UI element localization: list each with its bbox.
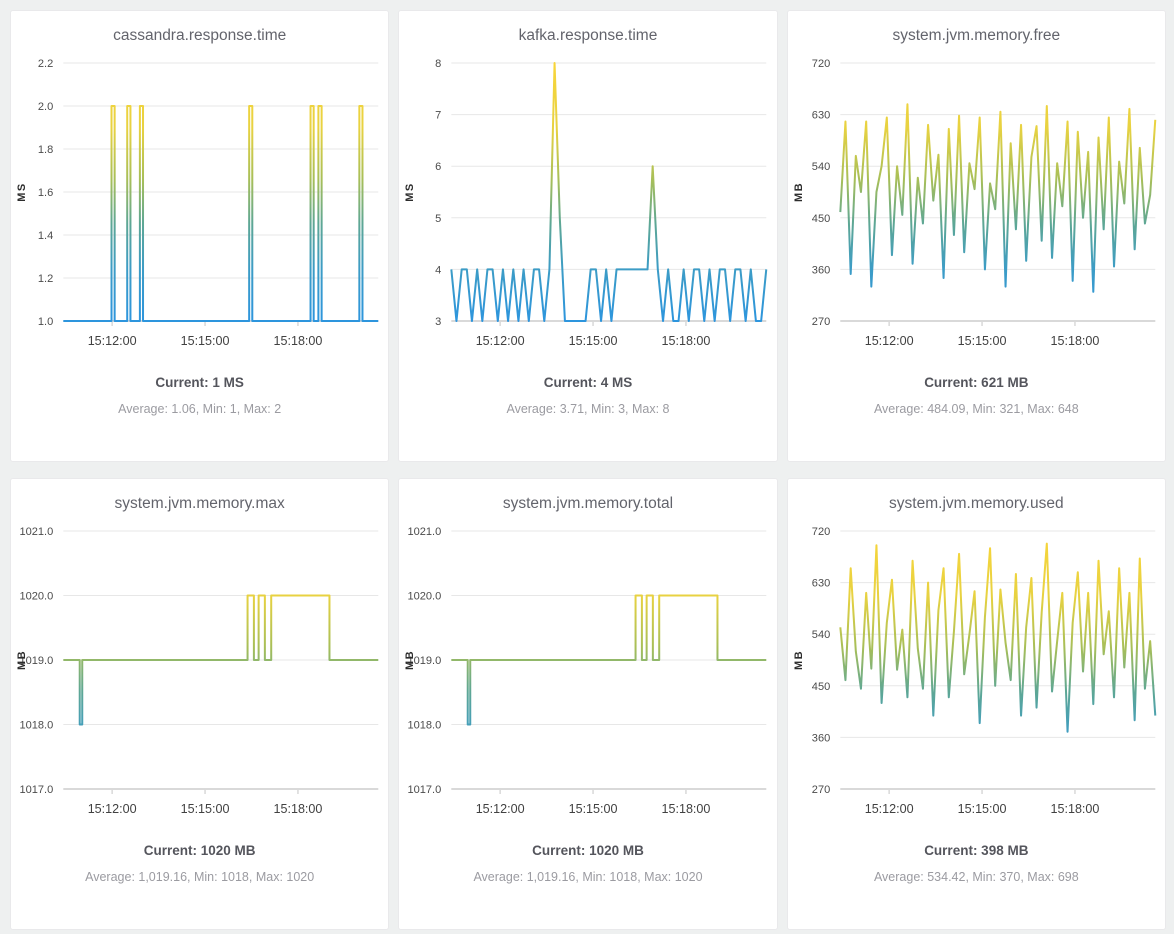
chart-title: kafka.response.time <box>518 27 658 44</box>
current-value: Current: 621 MB <box>924 375 1029 390</box>
svg-text:15:18:00: 15:18:00 <box>662 334 711 348</box>
current-value: Current: 1020 MB <box>143 843 256 858</box>
summary-stats: Average: 484.09, Min: 321, Max: 648 <box>873 402 1079 416</box>
svg-text:15:15:00: 15:15:00 <box>957 334 1006 348</box>
svg-text:2.0: 2.0 <box>38 101 53 113</box>
svg-text:15:18:00: 15:18:00 <box>274 334 323 348</box>
current-value: Current: 1020 MB <box>532 843 644 858</box>
svg-text:15:12:00: 15:12:00 <box>88 334 137 348</box>
svg-text:360: 360 <box>811 732 829 744</box>
svg-text:1018.0: 1018.0 <box>408 720 442 732</box>
svg-text:1.4: 1.4 <box>38 230 53 242</box>
chart-title: system.jvm.memory.total <box>502 495 674 512</box>
svg-text:1.6: 1.6 <box>38 187 53 199</box>
svg-text:1020.0: 1020.0 <box>408 591 442 603</box>
svg-text:630: 630 <box>811 578 829 590</box>
line-chart[interactable]: 720 630 540 450 360 270 15:12:00 15:15:00 15:18:… <box>788 519 1165 827</box>
svg-text:15:12:00: 15:12:00 <box>864 802 913 816</box>
svg-text:8: 8 <box>435 58 441 70</box>
svg-text:MB: MB <box>16 650 28 670</box>
svg-text:15:15:00: 15:15:00 <box>181 802 230 816</box>
svg-text:270: 270 <box>811 784 829 796</box>
svg-text:15:15:00: 15:15:00 <box>569 802 618 816</box>
svg-text:5: 5 <box>435 213 441 225</box>
summary-stats: Average: 1,019.16, Min: 1018, Max: 1020 <box>473 870 703 884</box>
svg-text:MB: MB <box>793 182 805 202</box>
chart-title: cassandra.response.time <box>113 27 287 44</box>
chart-card-cassandra-response-time: cassandra.response.time 2.2 2.0 1.8 1.6 1.4 1… <box>10 10 390 462</box>
svg-text:1020.0: 1020.0 <box>19 591 53 603</box>
svg-text:1.0: 1.0 <box>38 316 53 328</box>
chart-card-jvm-memory-max: system.jvm.memory.max 1021.0 1020.0 1019.0… <box>10 478 390 930</box>
svg-text:1019.0: 1019.0 <box>408 655 442 667</box>
svg-text:540: 540 <box>811 161 829 173</box>
svg-text:450: 450 <box>811 213 829 225</box>
svg-text:MB: MB <box>793 650 805 670</box>
chart-card-jvm-memory-total: system.jvm.memory.total 1021.0 1020.0 1019… <box>398 478 778 930</box>
chart-card-jvm-memory-free: system.jvm.memory.free 720 630 540 450 360 27… <box>786 10 1166 462</box>
summary-stats: Average: 1.06, Min: 1, Max: 2 <box>118 402 282 416</box>
svg-text:15:18:00: 15:18:00 <box>1050 334 1099 348</box>
line-chart[interactable]: 8 7 6 5 4 3 15:12:00 15:15:00 15:18:00 MS <box>399 51 776 359</box>
summary-stats: Average: 534.42, Min: 370, Max: 698 <box>873 870 1079 884</box>
svg-text:1.8: 1.8 <box>38 144 53 156</box>
svg-text:15:18:00: 15:18:00 <box>1050 802 1099 816</box>
chart-card-jvm-memory-used: system.jvm.memory.used 720 630 540 450 360 27… <box>786 478 1166 930</box>
svg-text:15:12:00: 15:12:00 <box>476 802 525 816</box>
current-value: Current: 1 MS <box>155 375 244 390</box>
svg-text:720: 720 <box>811 58 829 70</box>
svg-text:15:18:00: 15:18:00 <box>662 802 711 816</box>
svg-text:1021.0: 1021.0 <box>408 526 442 538</box>
svg-text:15:18:00: 15:18:00 <box>274 802 323 816</box>
svg-text:630: 630 <box>811 110 829 122</box>
svg-text:7: 7 <box>435 110 441 122</box>
svg-text:360: 360 <box>811 264 829 276</box>
current-value: Current: 398 MB <box>924 843 1029 858</box>
svg-text:1017.0: 1017.0 <box>19 784 53 796</box>
svg-text:MS: MS <box>16 182 28 201</box>
svg-text:1017.0: 1017.0 <box>408 784 442 796</box>
current-value: Current: 4 MS <box>543 375 633 390</box>
svg-text:1021.0: 1021.0 <box>19 526 53 538</box>
chart-title: system.jvm.memory.used <box>889 495 1064 512</box>
svg-text:15:12:00: 15:12:00 <box>88 802 137 816</box>
chart-title: system.jvm.memory.max <box>114 495 285 512</box>
svg-text:450: 450 <box>811 681 829 693</box>
svg-text:6: 6 <box>435 161 441 173</box>
svg-text:1.2: 1.2 <box>38 273 53 285</box>
svg-text:15:15:00: 15:15:00 <box>181 334 230 348</box>
svg-text:3: 3 <box>435 316 441 328</box>
line-chart[interactable]: 2.2 2.0 1.8 1.6 1.4 1.2 1.0 15:12:00 15:15:00 15:… <box>11 51 388 359</box>
line-chart[interactable]: 720 630 540 450 360 270 15:12:00 15:15:00 15:18:… <box>788 51 1165 359</box>
line-chart[interactable]: 1021.0 1020.0 1019.0 1018.0 1017.0 15:12:00 15… <box>399 519 776 827</box>
summary-stats: Average: 3.71, Min: 3, Max: 8 <box>506 402 670 416</box>
chart-card-kafka-response-time: kafka.response.time 8 7 6 5 4 3 15:12:00 15:15:… <box>398 10 778 462</box>
svg-text:1018.0: 1018.0 <box>19 720 53 732</box>
svg-text:MS: MS <box>404 182 416 201</box>
svg-text:15:15:00: 15:15:00 <box>569 334 618 348</box>
svg-text:15:12:00: 15:12:00 <box>864 334 913 348</box>
svg-text:15:15:00: 15:15:00 <box>957 802 1006 816</box>
svg-text:1019.0: 1019.0 <box>19 655 53 667</box>
svg-text:4: 4 <box>435 264 441 276</box>
svg-text:540: 540 <box>811 629 829 641</box>
chart-title: system.jvm.memory.free <box>892 27 1061 44</box>
svg-text:2.2: 2.2 <box>38 58 53 70</box>
svg-text:MB: MB <box>404 650 416 670</box>
svg-text:15:12:00: 15:12:00 <box>476 334 525 348</box>
svg-text:720: 720 <box>811 526 829 538</box>
svg-text:270: 270 <box>811 316 829 328</box>
summary-stats: Average: 1,019.16, Min: 1018, Max: 1020 <box>85 870 315 884</box>
line-chart[interactable]: 1021.0 1020.0 1019.0 1018.0 1017.0 15:12:00 15… <box>11 519 388 827</box>
